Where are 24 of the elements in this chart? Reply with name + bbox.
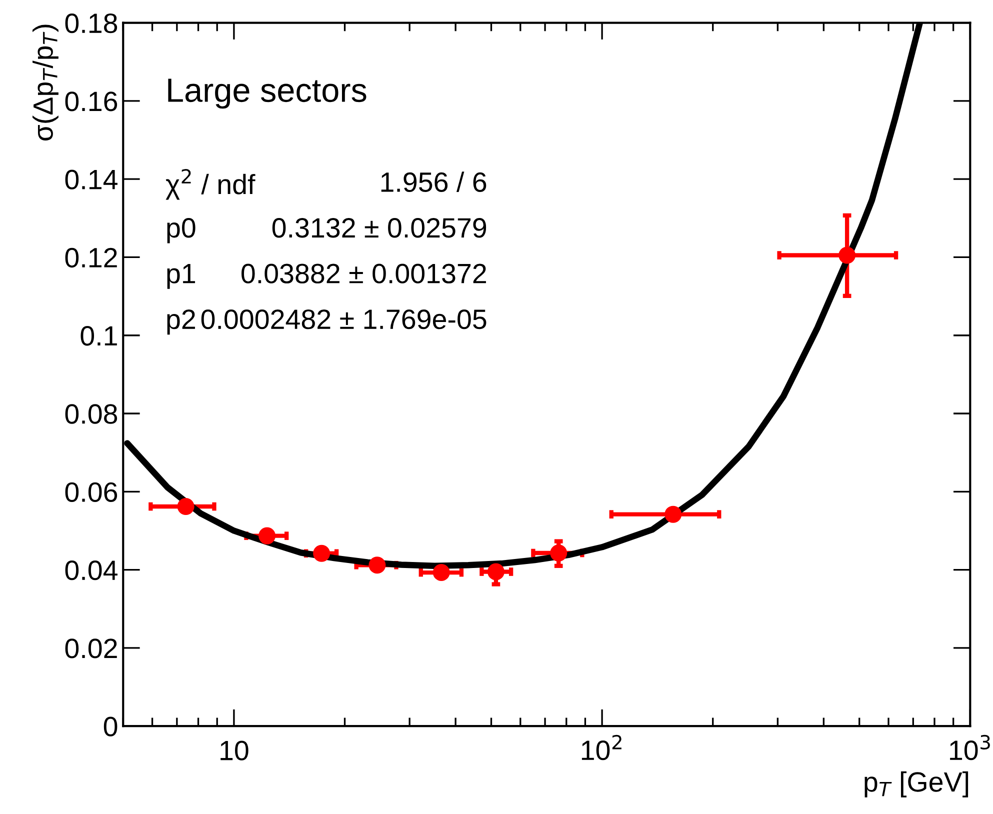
annotation: 0.03882 ± 0.001372 bbox=[242, 264, 486, 284]
annotation: p1 bbox=[167, 264, 196, 289]
annotation: 1.956 / 6 bbox=[381, 172, 486, 192]
annotation: Large sectors bbox=[168, 78, 366, 109]
y-tick-label: 0.06 bbox=[65, 482, 118, 502]
annotation: 0.0002482 ± 1.769e-05 bbox=[201, 309, 486, 330]
x-tick-label: 10$^{2}$ bbox=[582, 734, 622, 760]
annotation: p2 bbox=[167, 309, 195, 335]
y-tick-label: 0.04 bbox=[65, 560, 118, 580]
x-tick-label: 10$^{3}$ bbox=[950, 734, 990, 760]
y-tick-label: 0 bbox=[104, 716, 118, 736]
y-tick-label: 0.18 bbox=[65, 13, 118, 34]
x-tick-label: 10 bbox=[220, 740, 248, 760]
y-tick-label: 0.02 bbox=[65, 638, 117, 658]
y-tick-label: 0.08 bbox=[65, 404, 118, 424]
y-tick-label: 0.16 bbox=[65, 92, 118, 112]
annotation: p0 bbox=[167, 218, 196, 244]
annotation: χ$^{2}$ / ndf bbox=[166, 168, 256, 200]
y-axis-title: σ(Δp$_{T}$/p$_{T}$) bbox=[32, 24, 58, 141]
x-axis-title: p$_{T}$ [GeV] bbox=[864, 771, 968, 798]
y-tick-label: 0.12 bbox=[65, 248, 117, 268]
y-tick-label: 0.14 bbox=[65, 170, 118, 190]
annotation: 0.3132 ± 0.02579 bbox=[272, 218, 486, 238]
y-tick-label: 0.1 bbox=[80, 326, 117, 346]
